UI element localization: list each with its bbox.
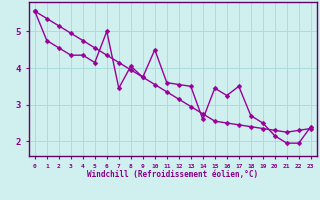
X-axis label: Windchill (Refroidissement éolien,°C): Windchill (Refroidissement éolien,°C) (87, 170, 258, 179)
